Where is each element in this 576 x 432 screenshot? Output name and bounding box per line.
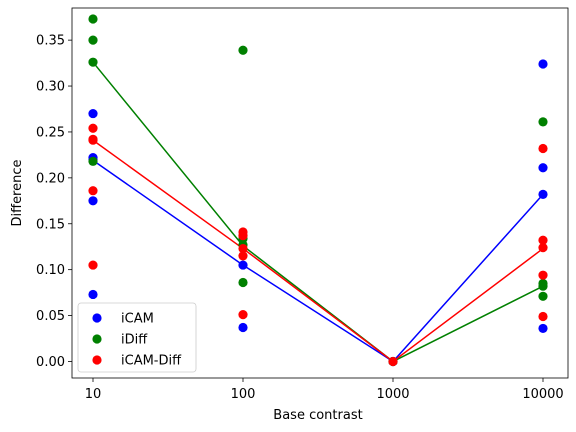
series-lines bbox=[92, 61, 544, 363]
data-point-idiff bbox=[88, 14, 98, 24]
data-point-icam-diff bbox=[388, 356, 398, 367]
y-tick-label: 0.00 bbox=[36, 355, 65, 370]
data-point-icam bbox=[538, 59, 548, 69]
data-point-icam-diff bbox=[238, 251, 248, 261]
data-point-icam bbox=[238, 260, 248, 270]
y-tick-label: 0.25 bbox=[36, 125, 65, 140]
y-tick-label: 0.35 bbox=[36, 34, 65, 49]
data-point-icam-diff bbox=[538, 270, 548, 280]
data-point-icam bbox=[88, 196, 98, 206]
legend-label: iCAM bbox=[121, 312, 154, 327]
y-tick-label: 0.05 bbox=[36, 309, 65, 324]
data-point-icam-diff bbox=[238, 231, 248, 241]
data-point-idiff bbox=[538, 117, 548, 127]
data-point-idiff bbox=[238, 277, 248, 288]
data-point-icam bbox=[538, 189, 548, 199]
x-axis-ticks: 10 100 1000 10000 bbox=[85, 378, 564, 402]
data-point-idiff bbox=[88, 57, 98, 67]
data-point-idiff bbox=[238, 45, 248, 55]
legend-box bbox=[77, 302, 197, 373]
data-point-idiff bbox=[538, 291, 548, 301]
legend-marker bbox=[92, 334, 102, 344]
legend-marker bbox=[92, 355, 102, 365]
x-tick-label: 100 bbox=[231, 387, 256, 402]
y-tick-label: 0.30 bbox=[36, 80, 65, 95]
data-point-idiff bbox=[538, 281, 548, 291]
data-point-icam-diff bbox=[88, 260, 98, 270]
x-axis-label: Base contrast bbox=[273, 408, 362, 423]
y-tick-label: 0.15 bbox=[36, 217, 65, 232]
data-point-icam-diff bbox=[88, 123, 98, 133]
data-point-icam-diff bbox=[538, 311, 548, 322]
data-point-icam-diff bbox=[238, 243, 248, 254]
y-tick-label: 0.10 bbox=[36, 263, 65, 278]
x-tick-label: 10000 bbox=[522, 387, 563, 402]
data-point-icam-diff bbox=[538, 235, 548, 245]
legend-label: iDiff bbox=[121, 333, 148, 348]
plot-frame bbox=[71, 7, 569, 379]
data-point-icam bbox=[238, 322, 248, 333]
data-point-idiff bbox=[88, 156, 98, 166]
legend: iCAM iDiff iCAM-Diff bbox=[77, 302, 197, 373]
series-line-icam bbox=[92, 159, 544, 363]
data-point-icam bbox=[88, 108, 98, 119]
x-tick-label: 1000 bbox=[376, 387, 409, 402]
data-point-icam bbox=[538, 323, 548, 334]
data-point-icam bbox=[538, 163, 548, 173]
x-tick-label: 10 bbox=[85, 387, 102, 402]
y-tick-label: 0.20 bbox=[36, 171, 65, 186]
series-points bbox=[88, 14, 548, 367]
series-line-idiff bbox=[92, 61, 544, 363]
series-line-icam-diff bbox=[92, 139, 544, 363]
data-point-icam-diff bbox=[238, 310, 248, 320]
data-point-icam-diff bbox=[88, 186, 98, 196]
data-point-icam bbox=[88, 289, 98, 300]
y-axis-ticks: 0.00 0.05 0.10 0.15 0.20 0.25 0.30 0.35 bbox=[36, 34, 72, 370]
legend-marker bbox=[92, 313, 102, 323]
data-point-icam-diff bbox=[538, 143, 548, 154]
y-axis-label: Difference bbox=[10, 159, 25, 226]
data-point-icam-diff bbox=[88, 135, 98, 145]
data-point-icam-diff bbox=[538, 243, 548, 253]
legend-label: iCAM-Diff bbox=[121, 354, 182, 369]
data-point-idiff bbox=[88, 35, 98, 45]
